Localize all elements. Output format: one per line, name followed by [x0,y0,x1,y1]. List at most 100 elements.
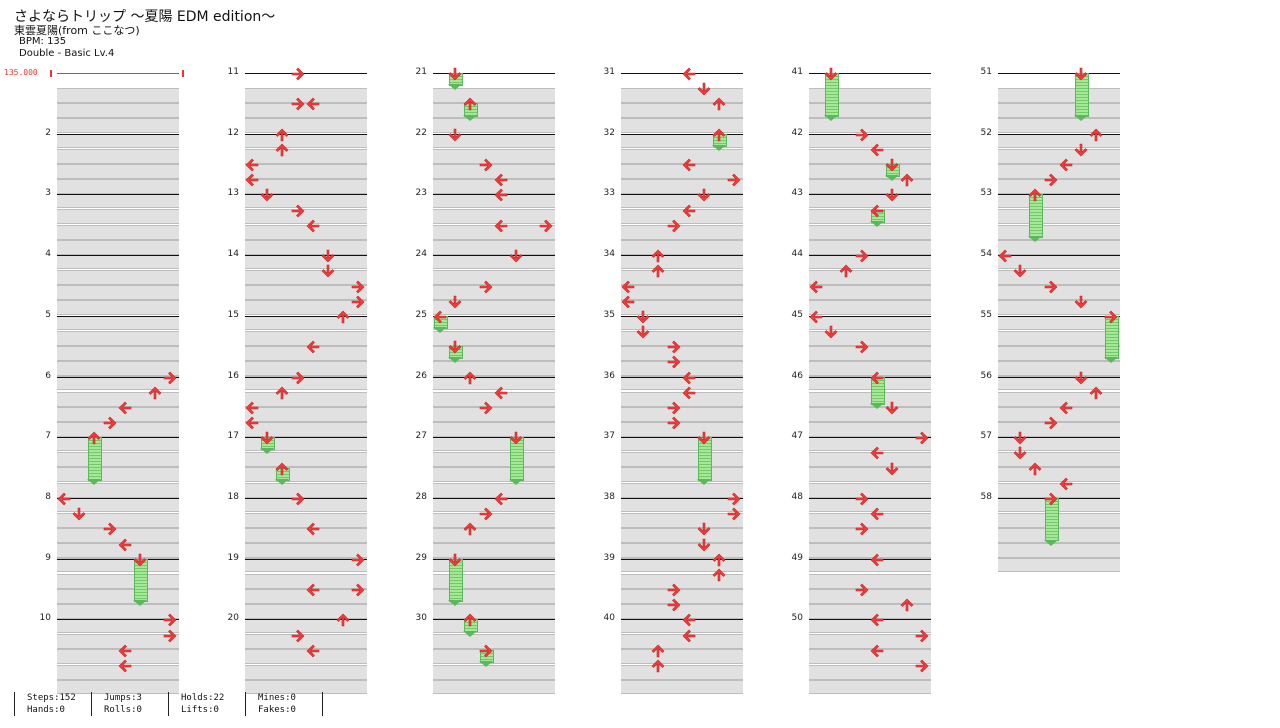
arrow-left-icon [870,643,884,658]
beat-band [998,148,1120,164]
bpm-change-line [57,73,179,74]
measure-line [998,194,1120,196]
beat-band [57,330,179,346]
beat-band [57,224,179,240]
stats-end [322,692,323,716]
beat-band [57,664,179,680]
measure-number: 29 [415,552,427,563]
beat-band [245,330,367,346]
measure-block: 37 [604,431,743,512]
arrow-right-icon [915,430,929,445]
beat-band [621,482,743,498]
beat-band [433,270,555,286]
arrow-left-icon [494,491,508,506]
measure-block: 14 [228,249,367,330]
measure-number: 36 [603,370,615,381]
beat-band [433,679,555,694]
beat-band [621,103,743,119]
beat-band [245,421,367,437]
beat-band [621,270,743,286]
measure-line [245,619,367,621]
arrow-right-icon [1104,309,1118,324]
measure-number: 47 [791,431,803,442]
arrow-down-icon [448,339,462,354]
beat-band [998,391,1120,407]
beat-band [621,406,743,422]
beat-band [998,528,1120,544]
beat-band [57,270,179,286]
beat-band [57,406,179,422]
arrow-left-icon [682,370,696,384]
measure-line [433,315,555,317]
arrow-right-icon [479,400,493,415]
arrow-left-icon [870,506,884,521]
beat-band [621,224,743,240]
measure-block: 34 [604,249,743,330]
beat-band [809,179,931,195]
measure-block: 44 [792,249,931,330]
beat-band [245,179,367,195]
arrow-right-icon [727,172,741,187]
beat-band [57,528,179,544]
beat-band [433,391,555,407]
arrow-right-icon [727,506,741,521]
arrow-left-icon [682,203,696,218]
beat-band [57,512,179,528]
beat-band [809,452,931,468]
beat-band [621,391,743,407]
beat-band [57,573,179,589]
measure-number: 46 [791,370,803,381]
beat-band [433,512,555,528]
arrow-left-icon [682,66,696,81]
beat-band [809,679,931,694]
beat-band [245,285,367,301]
arrow-left-icon [1059,400,1073,415]
hold-end [869,220,884,227]
measure-block [57,73,179,148]
arrow-right-icon [915,658,929,673]
measure-line [809,497,931,499]
beat-band [57,649,179,665]
stat-mines-fakes: Mines:0 Fakes:0 [245,692,322,716]
measure-number: 30 [415,613,427,624]
arrow-up-icon [148,385,162,399]
measure-number: 5 [45,309,51,320]
measure-number: 22 [415,127,427,138]
measure-block: 49 [792,553,931,634]
arrow-down-icon [885,400,899,415]
measure-line [433,133,555,135]
arrow-up-icon [1028,461,1042,475]
measure-line [998,437,1120,439]
arrow-down-icon [1013,263,1027,278]
stats-bar: Steps:152 Hands:0 Jumps:3 Rolls:0 Holds:22… [14,692,323,716]
measure-block: 50 [792,613,931,694]
beat-band [245,300,367,316]
measure-block: 32 [604,128,743,209]
beat-band [433,224,555,240]
measure-block: 31 [604,67,743,148]
measure-number: 42 [791,127,803,138]
arrow-left-icon [306,643,320,658]
measure-block: 8 [45,492,179,573]
beat-band [621,649,743,665]
measure-number: 4 [45,249,51,260]
measure-line [621,133,743,135]
beat-band [809,103,931,119]
measure-block: 58 [981,492,1120,573]
measure-number: 40 [603,613,615,624]
arrow-right-icon [351,294,365,309]
beat-band [809,512,931,528]
beat-band [998,118,1120,134]
beat-band [809,482,931,498]
arrow-up-icon [463,370,477,384]
measure-line [621,497,743,499]
arrow-down-icon [509,430,523,445]
measure-number: 2 [45,127,51,138]
measure-line [809,133,931,135]
beat-band [433,421,555,437]
arrow-right-icon [479,643,493,658]
measure-line [245,437,367,439]
measure-block: 22 [416,128,555,209]
beat-band [809,634,931,650]
arrow-right-icon [1044,279,1058,293]
